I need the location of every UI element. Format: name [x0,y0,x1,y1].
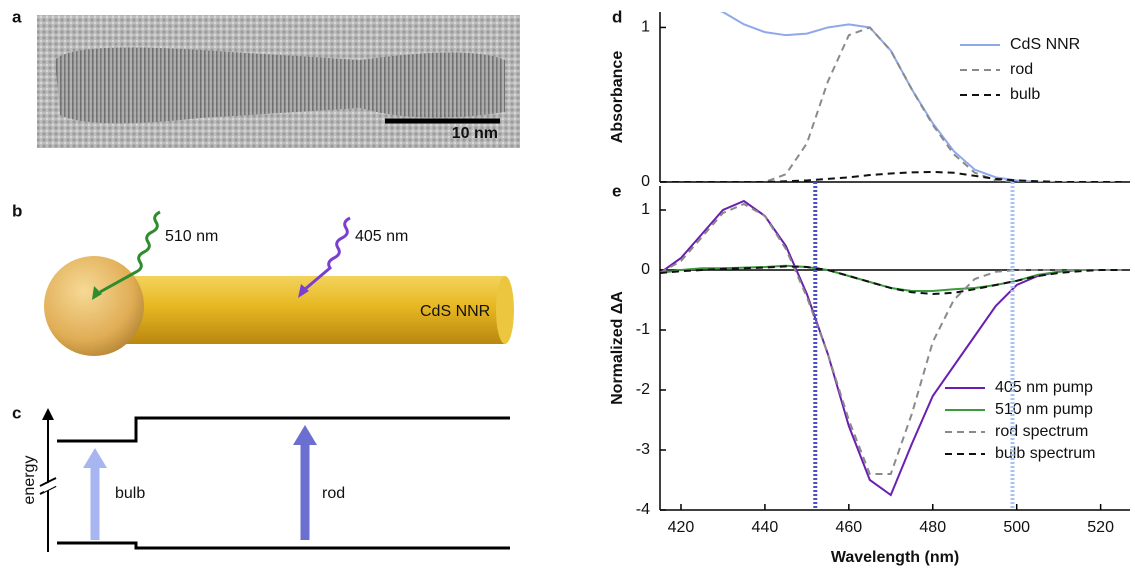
series-line [660,202,1122,475]
panel-label: d [612,7,622,26]
arrowhead [298,284,309,298]
series-line [660,170,1122,182]
series-line [720,12,1122,182]
bulb-shape [44,256,144,356]
y-tick-label: -2 [636,381,650,398]
x-tick-label: 480 [919,519,946,536]
arrowhead [42,408,54,420]
panel-c: c energy bulb rod [12,403,510,552]
arrow-label: rod [322,485,345,502]
rod-end [496,276,514,344]
y-tick-label: -1 [636,321,650,338]
y-tick-label: -3 [636,441,650,458]
x-tick-label: 520 [1087,519,1114,536]
legend-label: CdS NNR [1010,36,1080,53]
panel-label: a [12,7,22,26]
y-tick-label: 0 [641,261,650,278]
panel-label: e [612,181,621,200]
legend-label: 405 nm pump [995,379,1093,396]
nanorod-image [55,47,505,124]
legend-label: bulb [1010,86,1040,103]
y-tick-label: 0 [641,173,650,190]
axis-break-gap [41,480,57,492]
y-axis-label: Absorbance [609,51,626,144]
purple-wave [303,216,351,292]
axis-break [39,477,57,495]
legend-label: rod [1010,61,1033,78]
y-axis-label: Normalized ΔA [609,291,626,405]
legend-label: bulb spectrum [995,445,1096,462]
scale-bar-label: 10 nm [452,125,498,142]
legend-label: rod spectrum [995,423,1088,440]
x-tick-label: 460 [835,519,862,536]
x-axis-label: Wavelength (nm) [831,549,959,566]
arrow-label: bulb [115,485,145,502]
x-tick-label: 440 [752,519,779,536]
arrowhead [83,448,107,468]
arrowhead [92,286,102,300]
y-tick-label: 1 [641,201,650,218]
panel-label: b [12,201,22,220]
x-tick-label: 420 [668,519,695,536]
y-tick-label: -4 [636,501,650,518]
axis-label: energy [21,456,38,505]
series-line [660,265,1122,296]
x-tick-label: 500 [1003,519,1030,536]
panel-label: c [12,403,21,422]
y-tick-label: 1 [641,19,650,36]
wavelength-label: 405 nm [355,228,408,245]
wavelength-label: 510 nm [165,228,218,245]
charts: d Absorbance 0 1 CdS NNR rod bulb e Normalized Δ… [609,7,1130,566]
rod-label: CdS NNR [420,303,490,320]
conduction-band [57,416,510,443]
green-wave [99,210,161,294]
rod-shape [120,276,505,344]
panel-a: a 10 nm [12,7,520,148]
legend-label: 510 nm pump [995,401,1093,418]
panel-b: b CdS NNR 510 nm 405 nm [12,201,514,356]
arrowhead [293,425,317,445]
valence-band [57,541,510,550]
